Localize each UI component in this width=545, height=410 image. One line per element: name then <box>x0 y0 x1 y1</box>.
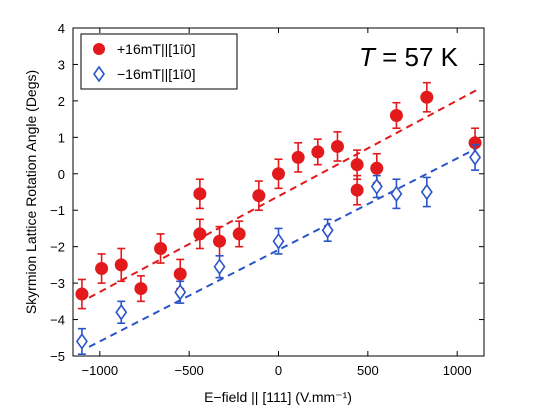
data-marker <box>330 139 344 153</box>
data-marker <box>114 258 128 272</box>
x-tick-label: −500 <box>175 363 204 378</box>
fit-line-series-pos <box>88 89 478 299</box>
fit-line-series-neg <box>88 147 478 348</box>
data-marker <box>213 234 227 248</box>
x-tick-label: 500 <box>357 363 379 378</box>
data-point-series-pos <box>272 158 285 190</box>
data-marker <box>252 189 266 203</box>
data-point-series-pos <box>154 233 168 264</box>
data-marker <box>154 241 168 255</box>
y-tick-label: −3 <box>50 276 65 291</box>
temperature-symbol: T <box>359 42 377 72</box>
data-marker <box>370 178 383 195</box>
y-tick-label: 0 <box>58 167 65 182</box>
data-marker <box>272 232 285 250</box>
y-tick-label: −5 <box>50 349 65 364</box>
data-point-series-pos <box>420 81 434 113</box>
data-marker <box>350 158 364 172</box>
data-point-series-neg <box>272 227 285 255</box>
x-axis-label: E−field || [111] (V.mm⁻¹) <box>204 389 352 405</box>
data-point-series-pos <box>75 278 89 310</box>
data-point-series-neg <box>213 254 226 279</box>
axis-ticks-layer: −1000 −500 0 500 1000 −5 −4 −3 −2 −1 0 1 2 3 4 <box>50 21 484 378</box>
data-marker <box>311 145 325 159</box>
data-point-series-pos <box>291 142 305 173</box>
legend-label-series-pos: +16mT||[1ī0] <box>117 41 195 57</box>
data-point-series-pos <box>252 180 266 212</box>
data-marker <box>272 167 285 181</box>
data-marker <box>232 227 246 241</box>
data-points-layer <box>75 81 482 355</box>
data-point-series-pos <box>213 225 227 257</box>
data-point-series-neg <box>420 176 433 208</box>
y-tick-label: −4 <box>50 313 65 328</box>
x-tick-label: 0 <box>275 363 282 378</box>
data-marker <box>420 183 433 201</box>
data-point-series-pos <box>350 174 364 206</box>
data-point-series-pos <box>114 247 128 283</box>
data-point-series-pos <box>330 131 344 162</box>
data-point-series-pos <box>193 178 207 210</box>
data-point-series-pos <box>389 101 403 130</box>
data-marker <box>173 267 187 281</box>
y-tick-label: −1 <box>50 203 65 218</box>
data-marker <box>420 90 434 104</box>
y-tick-label: 2 <box>58 94 65 109</box>
legend-marker-series-pos <box>93 43 105 55</box>
data-marker <box>291 150 305 164</box>
data-point-series-pos <box>311 138 325 166</box>
x-tick-label: −1000 <box>82 363 119 378</box>
x-tick-label: 1000 <box>443 363 472 378</box>
data-point-series-pos <box>134 275 148 303</box>
y-axis-label: Skyrmion Lattice Rotation Angle (Degs) <box>23 70 39 314</box>
data-marker <box>174 283 187 301</box>
data-point-series-neg <box>75 327 88 355</box>
data-point-series-pos <box>193 218 207 250</box>
data-marker <box>350 183 364 197</box>
data-marker <box>469 149 482 166</box>
data-marker <box>390 185 403 203</box>
y-tick-label: 1 <box>58 130 65 145</box>
data-marker <box>75 287 89 301</box>
data-marker <box>193 227 207 241</box>
legend: +16mT||[1ī0] −16mT||[1ī0] <box>80 33 238 90</box>
data-point-series-neg <box>390 178 403 210</box>
y-tick-label: −2 <box>50 240 65 255</box>
data-marker <box>134 282 148 296</box>
data-point-series-pos <box>95 253 109 284</box>
temperature-value: = 57 K <box>375 42 459 72</box>
data-marker <box>193 187 207 201</box>
data-point-series-pos <box>350 149 364 181</box>
legend-label-series-neg: −16mT||[1ī0] <box>117 66 195 82</box>
legend-marker-series-neg <box>93 65 105 83</box>
fit-lines-layer <box>88 89 478 348</box>
data-point-series-neg <box>370 174 383 199</box>
data-marker <box>370 161 384 175</box>
temperature-annotation: T = 57 K <box>359 42 459 72</box>
legend-box <box>80 33 238 90</box>
data-marker <box>468 136 482 150</box>
data-marker <box>95 262 109 276</box>
y-tick-label: 3 <box>58 57 65 72</box>
data-marker <box>75 333 88 350</box>
data-marker <box>321 221 334 239</box>
y-tick-label: 4 <box>58 21 65 36</box>
data-point-series-neg <box>174 280 187 304</box>
data-marker <box>389 108 403 122</box>
data-marker <box>213 258 226 276</box>
data-point-series-neg <box>469 143 482 171</box>
data-point-series-neg <box>115 300 128 325</box>
data-point-series-neg <box>321 218 334 242</box>
data-point-series-pos <box>232 220 246 248</box>
data-marker <box>115 303 128 321</box>
